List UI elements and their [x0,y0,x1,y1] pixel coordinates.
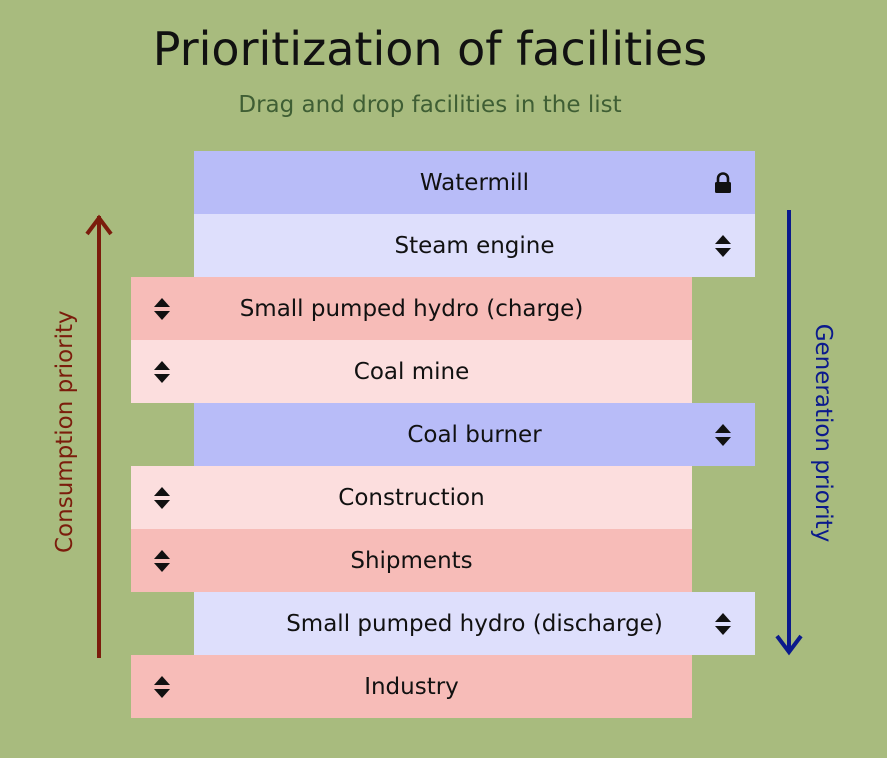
lock-icon [713,170,733,196]
facility-label: Steam engine [394,232,555,259]
facility-label: Industry [364,673,459,700]
facility-label: Coal mine [353,358,470,385]
drag-handle-icon[interactable] [152,485,172,511]
facility-row[interactable]: Small pumped hydro (discharge) [194,592,755,655]
drag-handle-icon[interactable] [152,548,172,574]
generation-priority-label: Generation priority [810,323,836,543]
facility-row[interactable]: Industry [131,655,692,718]
drag-handle-icon[interactable] [152,359,172,385]
facility-row[interactable]: Small pumped hydro (charge) [131,277,692,340]
facility-label: Shipments [350,547,473,574]
page-title: Prioritization of facilities [152,22,708,76]
facility-label: Small pumped hydro (charge) [239,295,584,322]
facility-row: Watermill [194,151,755,214]
generation-arrow [775,210,803,656]
facility-row[interactable]: Coal burner [194,403,755,466]
drag-handle-icon[interactable] [713,611,733,637]
facility-label: Small pumped hydro (discharge) [286,610,663,637]
facility-row[interactable]: Steam engine [194,214,755,277]
consumption-arrow [85,214,113,658]
drag-handle-icon[interactable] [713,422,733,448]
facility-row[interactable]: Coal mine [131,340,692,403]
page-subtitle: Drag and drop facilities in the list [238,92,622,118]
consumption-priority-label: Consumption priority [52,310,78,553]
drag-handle-icon[interactable] [713,233,733,259]
facility-label: Coal burner [407,421,542,448]
drag-handle-icon[interactable] [152,296,172,322]
drag-handle-icon[interactable] [152,674,172,700]
facility-label: Watermill [419,169,530,196]
facility-label: Construction [338,484,485,511]
facility-row[interactable]: Construction [131,466,692,529]
facility-row[interactable]: Shipments [131,529,692,592]
